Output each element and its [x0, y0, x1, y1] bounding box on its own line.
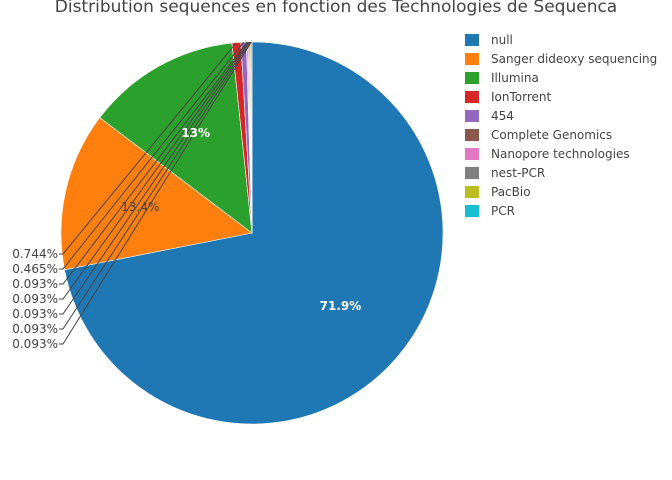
legend-item-illumina[interactable]: Illumina — [461, 68, 657, 87]
pie-slice-null[interactable] — [64, 41, 444, 425]
legend-swatch — [465, 71, 479, 84]
legend-swatch — [465, 204, 479, 217]
legend-label: Sanger dideoxy sequencing — [491, 51, 658, 66]
callout-line-complete-genomics — [59, 41, 248, 285]
legend-swatch — [465, 166, 479, 179]
slice-label-null: 71.9% — [320, 299, 362, 313]
legend-label: PCR — [491, 203, 515, 218]
legend-item-454[interactable]: 454 — [461, 106, 657, 125]
slice-label-iontorrent: 0.744% — [12, 247, 58, 261]
legend-label: IonTorrent — [491, 89, 552, 104]
legend: null Sanger dideoxy sequencing Illumina Ion… — [461, 30, 657, 220]
legend-swatch — [465, 185, 479, 198]
legend-swatch — [465, 147, 479, 160]
legend-item-pcr[interactable]: PCR — [461, 201, 657, 220]
pie-slice-illumina[interactable] — [99, 42, 253, 234]
legend-item-nanopore-technologies[interactable]: Nanopore technologies — [461, 144, 657, 163]
legend-swatch — [465, 109, 479, 122]
callout-line-nanopore-technologies — [59, 41, 249, 300]
slice-inside-labels: 71.9% 13.4% 13% — [121, 126, 361, 313]
slice-label-pcr: 0.093% — [12, 337, 58, 351]
callout-line-nest-pcr — [59, 41, 250, 315]
callout-line-454 — [59, 41, 245, 270]
legend-swatch — [465, 33, 479, 46]
slice-label-illumina: 13% — [181, 126, 210, 140]
legend-item-iontorrent[interactable]: IonTorrent — [461, 87, 657, 106]
slice-label-pacbio: 0.093% — [12, 322, 58, 336]
slice-label-complete-genomics: 0.093% — [12, 277, 58, 291]
legend-label: nest-PCR — [491, 165, 546, 180]
legend-label: PacBio — [491, 184, 531, 199]
legend-label: 454 — [491, 108, 514, 123]
slice-label-nanopore-technologies: 0.093% — [12, 292, 58, 306]
legend-item-sanger-dideoxy-sequencing[interactable]: Sanger dideoxy sequencing — [461, 49, 657, 68]
legend-label: Nanopore technologies — [491, 146, 630, 161]
slice-label-454: 0.465% — [12, 262, 58, 276]
legend-label: Illumina — [491, 70, 539, 85]
chart-title: Distribution sequences en fonction des T… — [54, 0, 618, 17]
slice-callouts: 0.744%0.465%0.093%0.093%0.093%0.093%0.09… — [12, 41, 252, 351]
callout-line-pacbio — [59, 41, 251, 330]
callout-line-pcr — [59, 41, 252, 345]
legend-item-nest-pcr[interactable]: nest-PCR — [461, 163, 657, 182]
legend-label: null — [491, 32, 513, 47]
legend-label: Complete Genomics — [491, 127, 613, 142]
legend-item-complete-genomics[interactable]: Complete Genomics — [461, 125, 657, 144]
legend-swatch — [465, 52, 479, 65]
legend-item-null[interactable]: null — [461, 30, 657, 49]
slice-label-sanger-dideoxy-sequencing: 13.4% — [121, 200, 159, 214]
callout-line-iontorrent — [59, 42, 237, 255]
slice-label-nest-pcr: 0.093% — [12, 307, 58, 321]
legend-swatch — [465, 90, 479, 103]
legend-swatch — [465, 128, 479, 141]
legend-item-pacbio[interactable]: PacBio — [461, 182, 657, 201]
